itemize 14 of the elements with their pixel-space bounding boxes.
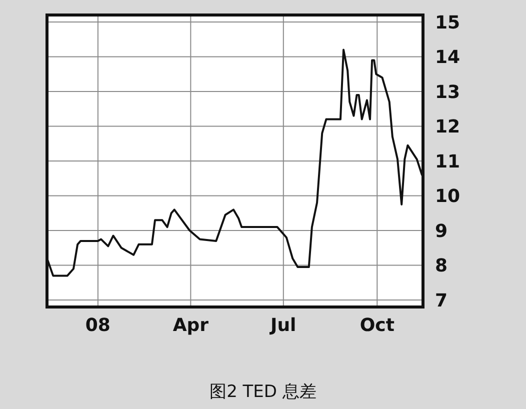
x-tick-label: 08 bbox=[85, 315, 110, 336]
y-tick-label: 12 bbox=[435, 116, 460, 138]
y-tick-label: 7 bbox=[435, 290, 448, 312]
y-tick-label: 10 bbox=[435, 186, 460, 208]
y-tick-label: 13 bbox=[435, 82, 460, 103]
x-tick-label: Oct bbox=[360, 315, 395, 336]
y-tick-label: 9 bbox=[435, 220, 448, 242]
y-tick-label: 11 bbox=[435, 151, 460, 172]
y-tick-label: 14 bbox=[435, 47, 460, 68]
x-tick-label: Jul bbox=[268, 315, 296, 336]
y-tick-label: 8 bbox=[435, 256, 448, 277]
y-tick-label: 15 bbox=[435, 12, 460, 34]
text: 图2 TED 息差 bbox=[210, 382, 316, 402]
x-tick-label: Apr bbox=[172, 315, 209, 336]
